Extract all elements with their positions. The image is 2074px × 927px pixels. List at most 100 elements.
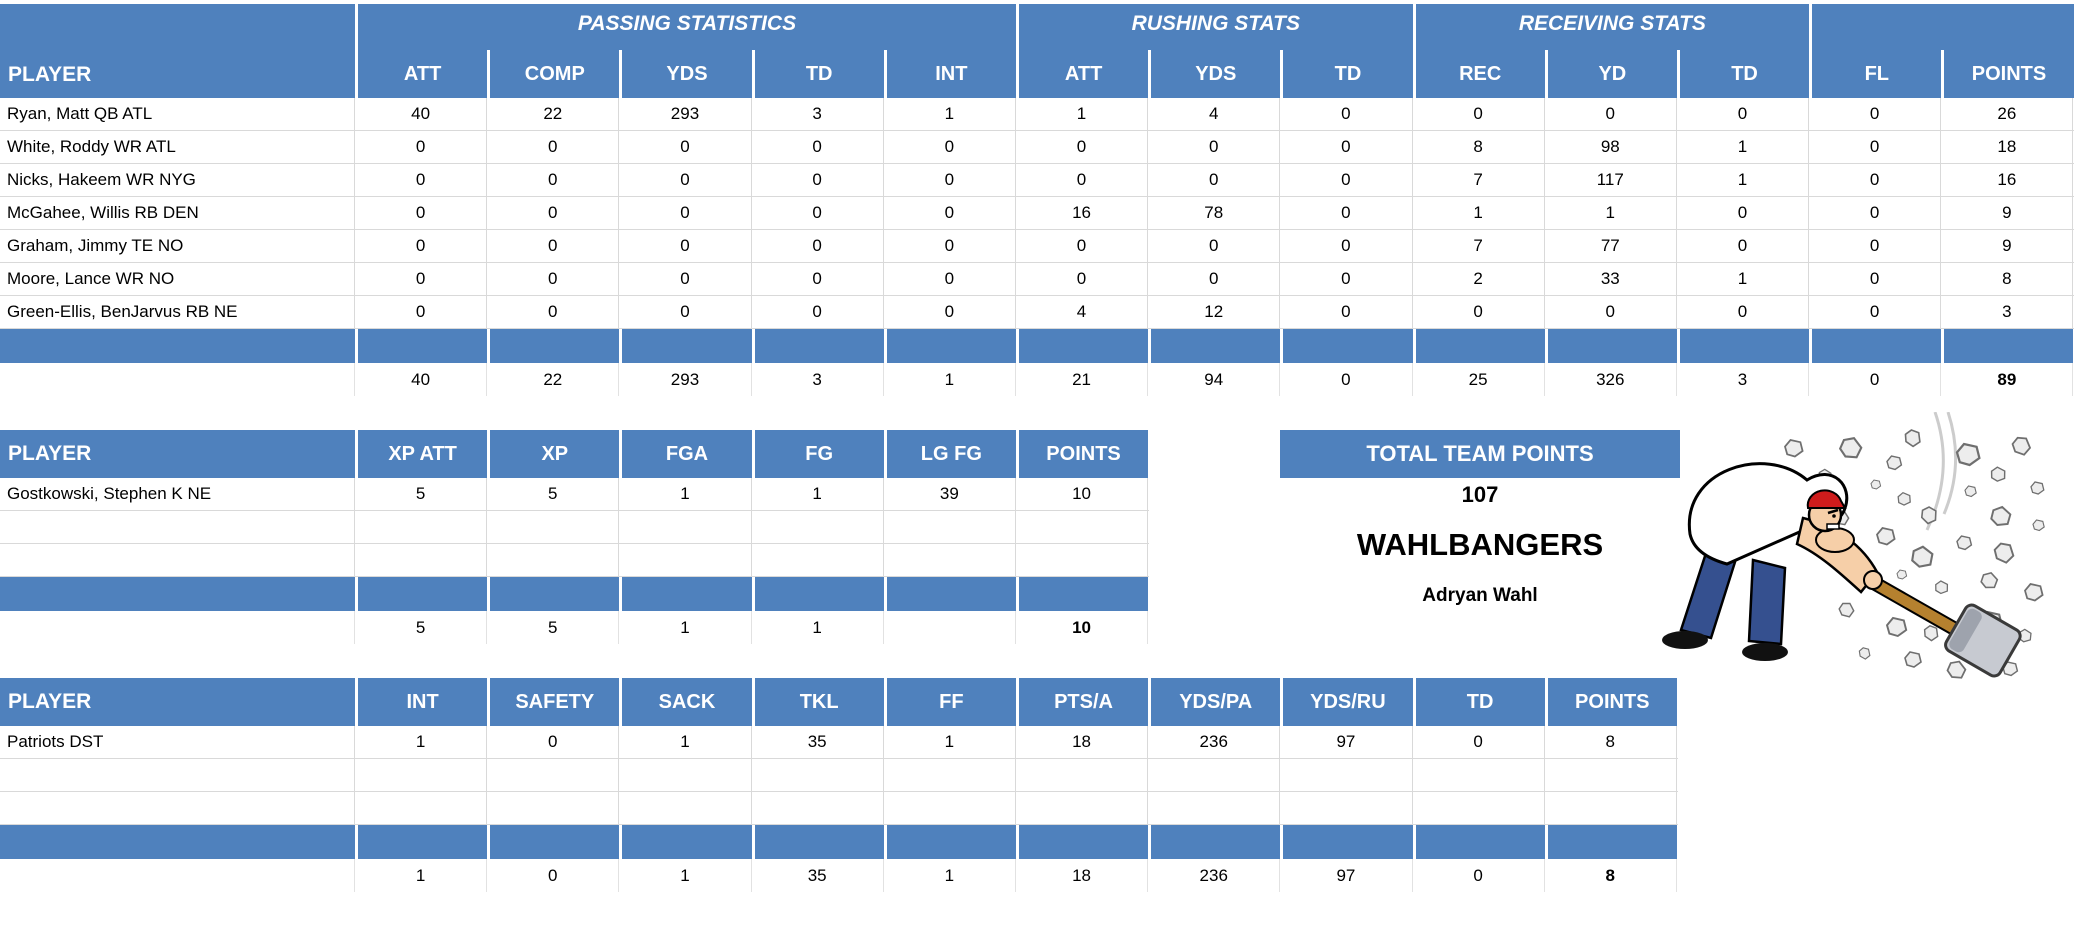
stat-value-cell[interactable]: 9	[1941, 197, 2074, 229]
empty-stat-cell[interactable]	[884, 544, 1016, 576]
stat-value-cell[interactable]: 0	[619, 197, 752, 229]
empty-stat-cell[interactable]	[884, 792, 1016, 824]
stat-value-cell[interactable]: 1	[752, 478, 884, 510]
stat-value-cell[interactable]: 1	[619, 478, 752, 510]
stat-value-cell[interactable]: 0	[1016, 131, 1149, 163]
stat-value-cell[interactable]: 0	[884, 197, 1016, 229]
stat-value-cell[interactable]: 0	[355, 230, 488, 262]
stat-value-cell[interactable]: 0	[355, 164, 488, 196]
stat-value-cell[interactable]: 12	[1148, 296, 1281, 328]
stat-value-cell[interactable]: 1	[884, 98, 1016, 130]
stat-value-cell[interactable]: 0	[1809, 263, 1942, 295]
stat-value-cell[interactable]: 117	[1545, 164, 1677, 196]
player-name-cell[interactable]: Green-Ellis, BenJarvus RB NE	[0, 296, 355, 328]
stat-value-cell[interactable]: 1	[1677, 131, 1810, 163]
stat-value-cell[interactable]: 0	[1413, 98, 1545, 130]
stat-value-cell[interactable]: 0	[355, 296, 488, 328]
stat-value-cell[interactable]: 2	[1413, 263, 1545, 295]
stat-value-cell[interactable]: 0	[1809, 164, 1942, 196]
empty-player-cell[interactable]	[0, 759, 355, 791]
stat-value-cell[interactable]: 18	[1941, 131, 2074, 163]
empty-stat-cell[interactable]	[355, 544, 488, 576]
player-name-cell[interactable]: Graham, Jimmy TE NO	[0, 230, 355, 262]
stat-value-cell[interactable]: 33	[1545, 263, 1677, 295]
empty-stat-cell[interactable]	[487, 511, 620, 543]
player-name-cell[interactable]: White, Roddy WR ATL	[0, 131, 355, 163]
stat-value-cell[interactable]: 0	[1280, 164, 1413, 196]
stat-value-cell[interactable]: 0	[1280, 263, 1413, 295]
stat-value-cell[interactable]: 5	[355, 478, 488, 510]
empty-stat-cell[interactable]	[355, 759, 488, 791]
stat-value-cell[interactable]: 0	[1280, 230, 1413, 262]
empty-stat-cell[interactable]	[1148, 792, 1281, 824]
stat-value-cell[interactable]: 4	[1016, 296, 1149, 328]
empty-stat-cell[interactable]	[1016, 759, 1149, 791]
stat-value-cell[interactable]: 0	[487, 726, 620, 758]
stat-value-cell[interactable]: 0	[1148, 131, 1281, 163]
empty-stat-cell[interactable]	[752, 511, 884, 543]
stat-value-cell[interactable]: 0	[1809, 296, 1942, 328]
stat-value-cell[interactable]: 236	[1148, 726, 1281, 758]
stat-value-cell[interactable]: 0	[884, 164, 1016, 196]
stat-value-cell[interactable]: 0	[1677, 230, 1810, 262]
empty-stat-cell[interactable]	[487, 792, 620, 824]
empty-stat-cell[interactable]	[355, 792, 488, 824]
empty-stat-cell[interactable]	[1148, 759, 1281, 791]
stat-value-cell[interactable]: 0	[1016, 164, 1149, 196]
stat-value-cell[interactable]: 0	[487, 296, 620, 328]
empty-stat-cell[interactable]	[1280, 759, 1413, 791]
stat-value-cell[interactable]: 35	[752, 726, 884, 758]
player-name-cell[interactable]: Moore, Lance WR NO	[0, 263, 355, 295]
stat-value-cell[interactable]: 3	[1941, 296, 2074, 328]
empty-stat-cell[interactable]	[1413, 792, 1545, 824]
player-name-cell[interactable]: Nicks, Hakeem WR NYG	[0, 164, 355, 196]
stat-value-cell[interactable]: 0	[1148, 164, 1281, 196]
stat-value-cell[interactable]: 0	[752, 164, 884, 196]
stat-value-cell[interactable]: 0	[619, 263, 752, 295]
stat-value-cell[interactable]: 0	[1280, 296, 1413, 328]
stat-value-cell[interactable]: 97	[1280, 726, 1413, 758]
empty-stat-cell[interactable]	[619, 511, 752, 543]
stat-value-cell[interactable]: 0	[619, 230, 752, 262]
stat-value-cell[interactable]: 293	[619, 98, 752, 130]
stat-value-cell[interactable]: 0	[1280, 197, 1413, 229]
stat-value-cell[interactable]: 8	[1941, 263, 2074, 295]
empty-stat-cell[interactable]	[884, 511, 1016, 543]
stat-value-cell[interactable]: 0	[1677, 197, 1810, 229]
stat-value-cell[interactable]: 1	[1677, 164, 1810, 196]
player-name-cell[interactable]: Ryan, Matt QB ATL	[0, 98, 355, 130]
empty-stat-cell[interactable]	[487, 759, 620, 791]
stat-value-cell[interactable]: 0	[1677, 98, 1810, 130]
stat-value-cell[interactable]: 0	[752, 263, 884, 295]
stat-value-cell[interactable]: 0	[884, 230, 1016, 262]
stat-value-cell[interactable]: 0	[1809, 197, 1942, 229]
stat-value-cell[interactable]: 0	[1545, 296, 1677, 328]
stat-value-cell[interactable]: 39	[884, 478, 1016, 510]
stat-value-cell[interactable]: 0	[619, 164, 752, 196]
stat-value-cell[interactable]: 7	[1413, 164, 1545, 196]
stat-value-cell[interactable]: 0	[752, 131, 884, 163]
player-name-cell[interactable]: Patriots DST	[0, 726, 355, 758]
stat-value-cell[interactable]: 78	[1148, 197, 1281, 229]
empty-player-cell[interactable]	[0, 511, 355, 543]
stat-value-cell[interactable]: 8	[1545, 726, 1677, 758]
player-name-cell[interactable]: McGahee, Willis RB DEN	[0, 197, 355, 229]
stat-value-cell[interactable]: 16	[1016, 197, 1149, 229]
stat-value-cell[interactable]: 0	[884, 263, 1016, 295]
empty-stat-cell[interactable]	[752, 792, 884, 824]
stat-value-cell[interactable]: 10	[1016, 478, 1149, 510]
stat-value-cell[interactable]: 0	[752, 197, 884, 229]
empty-stat-cell[interactable]	[1413, 759, 1545, 791]
stat-value-cell[interactable]: 8	[1413, 131, 1545, 163]
player-name-cell[interactable]: Gostkowski, Stephen K NE	[0, 478, 355, 510]
stat-value-cell[interactable]: 1	[619, 726, 752, 758]
empty-stat-cell[interactable]	[619, 544, 752, 576]
stat-value-cell[interactable]: 22	[487, 98, 620, 130]
stat-value-cell[interactable]: 0	[1809, 98, 1942, 130]
empty-stat-cell[interactable]	[1545, 792, 1677, 824]
stat-value-cell[interactable]: 0	[487, 164, 620, 196]
stat-value-cell[interactable]: 0	[1809, 230, 1942, 262]
stat-value-cell[interactable]: 1	[1677, 263, 1810, 295]
stat-value-cell[interactable]: 0	[619, 296, 752, 328]
stat-value-cell[interactable]: 0	[1677, 296, 1810, 328]
